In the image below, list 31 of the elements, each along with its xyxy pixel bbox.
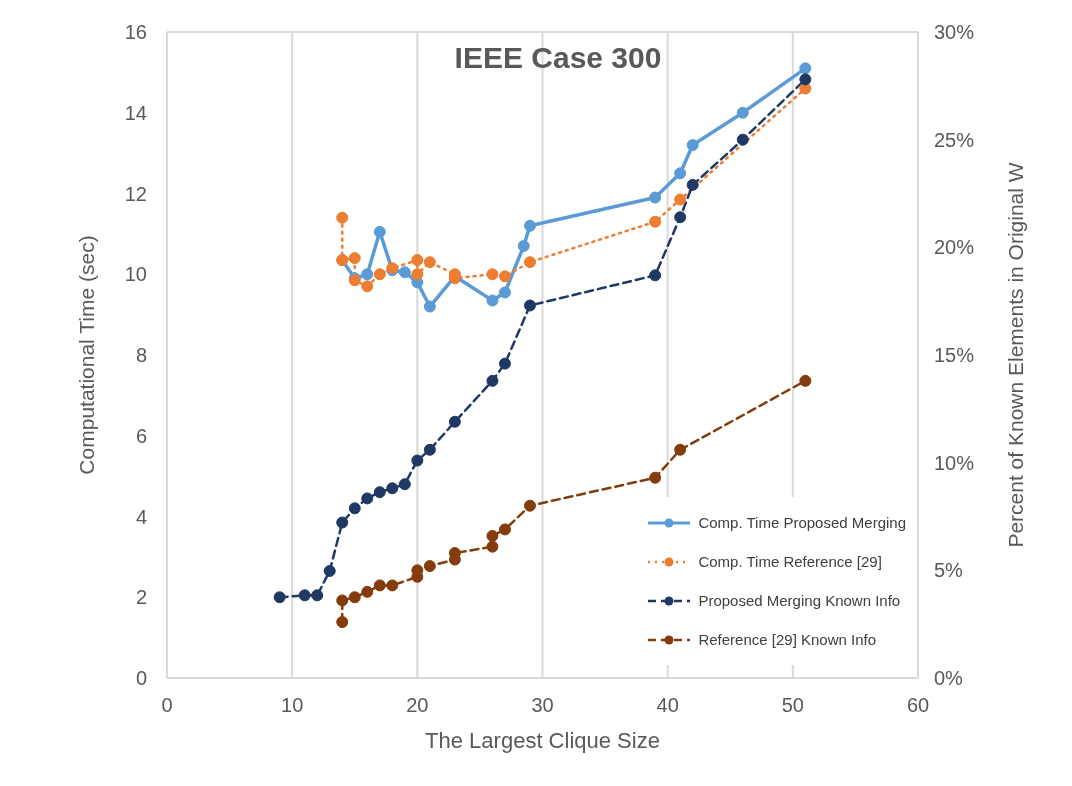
y2-tick-label: 0% [934,667,964,690]
y-tick-label: 4 [135,505,147,528]
legend-label: Proposed Merging Known Info [698,592,901,609]
x-tick-label: 20 [406,694,429,717]
x-tick-label: 0 [161,694,173,717]
y-tick-label: 6 [135,424,147,447]
y-tick-label: 2 [135,586,147,609]
y2-tick-label: 10% [934,451,975,474]
x-axis-title: The Largest Clique Size [425,728,660,753]
y-axis-title: Computational Time (sec) [75,235,99,475]
y2-tick-label: 5% [934,559,964,582]
x-tick-label: 10 [281,694,304,717]
y-tick-label: 10 [124,263,147,286]
y2-tick-label: 30% [934,21,975,44]
y-tick-label: 0 [135,667,147,690]
x-tick-label: 40 [656,694,679,717]
y-tick-label: 14 [124,101,147,124]
x-tick-label: 60 [906,694,930,717]
y2-tick-label: 25% [934,128,975,151]
chart-title: IEEE Case 300 [454,41,662,74]
y-tick-label: 16 [124,21,147,44]
legend-label: Comp. Time Reference [29] [698,553,882,570]
y-tick-label: 12 [124,182,147,205]
x-tick-label: 50 [781,694,804,717]
y-tick-label: 8 [135,344,147,367]
y2-axis-title: Percent of Known Elements in Original W [1004,162,1028,548]
legend-label: Reference [29] Known Info [698,631,877,648]
legend-label: Comp. Time Proposed Merging [698,514,906,531]
y2-tick-label: 20% [934,236,975,259]
y2-tick-label: 15% [934,344,975,367]
x-tick-label: 30 [531,694,554,717]
